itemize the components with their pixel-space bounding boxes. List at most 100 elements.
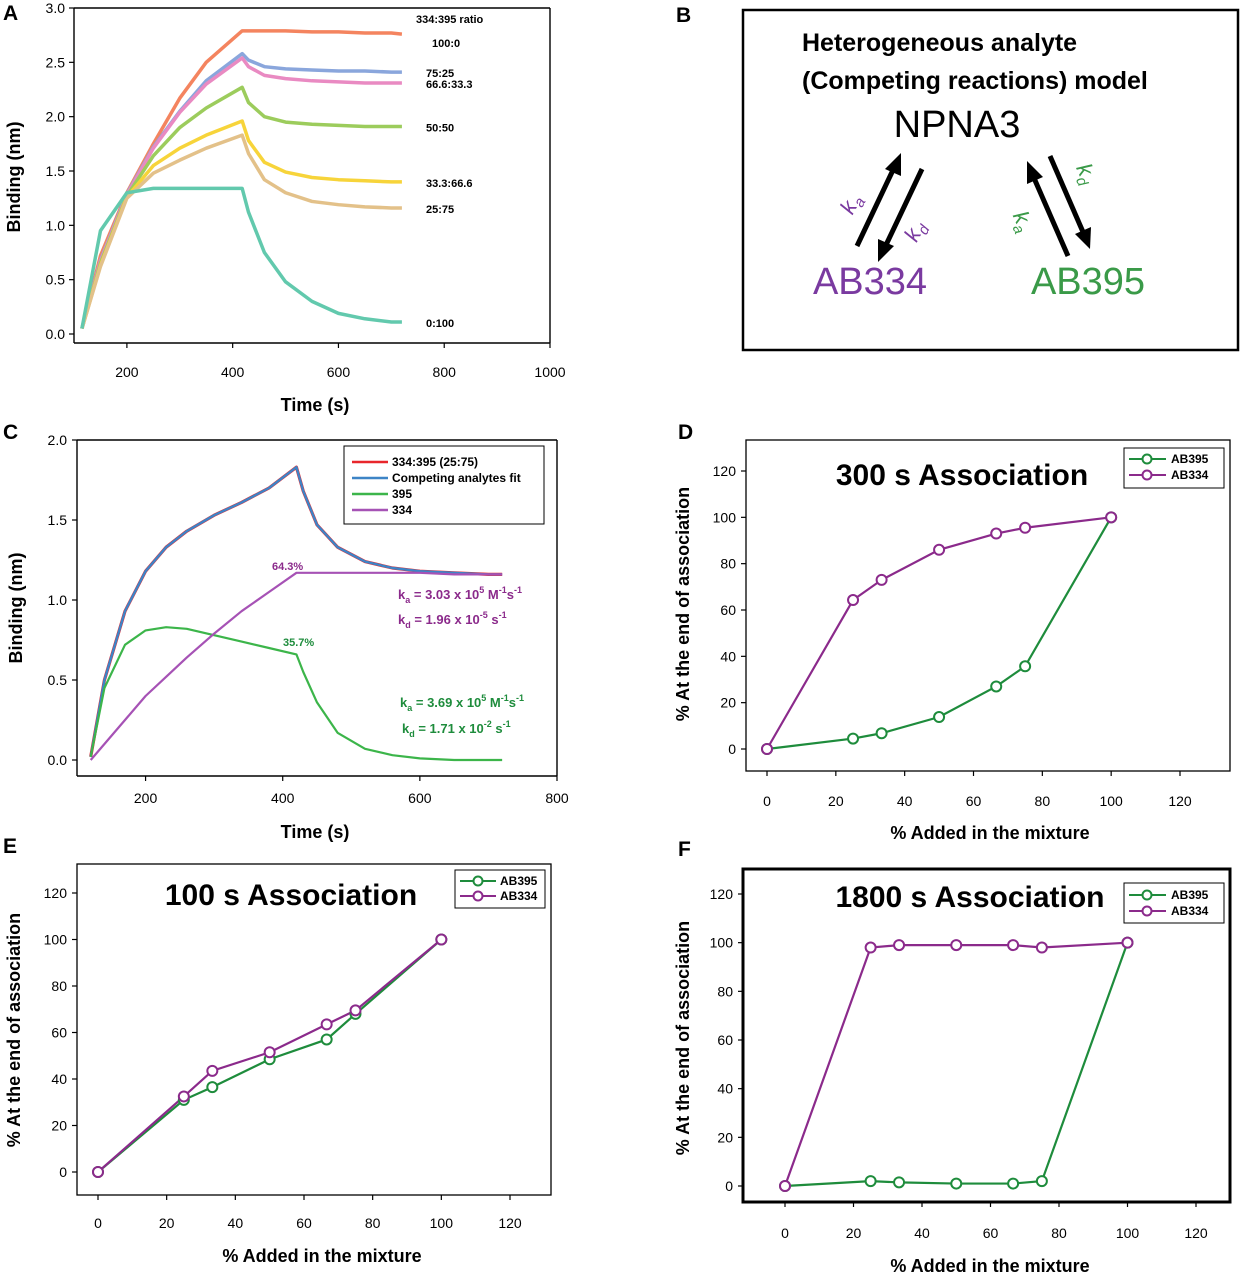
e-y-tick-label: 40: [51, 1071, 67, 1087]
ka334-sub: a: [405, 595, 411, 605]
panel-letter-a: A: [3, 2, 18, 25]
f-point-ab334: [1035, 941, 1048, 954]
d-point-ab395: [933, 711, 946, 724]
panel-a-x-ticks: 200 400 600 800 1000: [115, 343, 566, 380]
f-series-line-ab395: [784, 942, 1129, 1188]
panel-e-legend: AB395 AB334: [454, 869, 546, 909]
e-y-tick-label: 80: [51, 978, 67, 994]
f-y-tick-label: 0: [725, 1178, 733, 1194]
panel-e-xlabel: % Added in the mixture: [222, 1246, 421, 1266]
e-x-tick-label: 20: [159, 1215, 175, 1231]
panel-letter-b: B: [676, 4, 691, 27]
right-kd-label: kd: [1068, 159, 1103, 189]
series-line-395: [89, 626, 503, 762]
a-y-tick-label: 2.0: [46, 109, 66, 125]
ka395-exp: 5: [481, 693, 486, 703]
d-x-tick-label: 20: [828, 793, 844, 809]
f-x-tick-label: 0: [781, 1225, 789, 1241]
panel-d-legend: AB395 AB334: [1123, 447, 1225, 489]
kd334-s: s: [488, 612, 499, 627]
panel-f-plot: 0 20 40 60 80 100 120 0 20 40 60 80 100 120: [710, 886, 1208, 1241]
kd-334-text: kd = 1.96 x 10-5 s-1: [398, 610, 507, 630]
ratio-label-6: 25:75: [426, 204, 454, 216]
panel-a-series: [80, 29, 403, 330]
panel-f-xlabel: % Added in the mixture: [890, 1256, 1089, 1276]
panel-letter-e: E: [3, 835, 17, 858]
e-point-ab334: [177, 1090, 190, 1103]
panel-c-ylabel: Binding (nm): [6, 553, 26, 664]
panel-e: E 0 20 40 60 80 100 120 0 20 40 60 80 100 120 100 s A…: [3, 835, 552, 1266]
f-legend-marker-ab395: [1141, 889, 1153, 901]
ratio-label-1: 100:0: [432, 38, 460, 50]
d-x-tick-label: 0: [763, 793, 771, 809]
panel-f-legend: AB395 AB334: [1123, 882, 1225, 924]
kd334-sub: d: [405, 620, 411, 630]
legend-label-395: 395: [392, 487, 412, 501]
right-association-arrow: [1027, 161, 1071, 257]
f-point-ab395: [950, 1177, 963, 1190]
c-y-tick-label: 0.0: [48, 752, 68, 768]
f-legend-label-ab395: AB395: [1171, 888, 1209, 902]
a-x-tick-label: 200: [115, 364, 139, 380]
panel-c: C 0.0 0.5 1.0 1.5 2.0 200 400 600 800 334:395 (…: [3, 421, 569, 842]
model-title-line2: (Competing reactions) model: [802, 67, 1148, 95]
f-x-tick-label: 60: [983, 1225, 999, 1241]
panel-a-y-ticks: 0.0 0.5 1.0 1.5 2.0 2.5 3.0: [46, 0, 74, 342]
series-line-334: [89, 571, 503, 761]
f-x-tick-label: 40: [914, 1225, 930, 1241]
f-y-tick-label: 60: [717, 1032, 733, 1048]
d-point-ab395: [1019, 660, 1032, 673]
model-target-npna3: NPNA3: [894, 104, 1021, 146]
d-legend-marker-ab395: [1141, 453, 1153, 465]
ka395-unit-exp: -1: [501, 693, 509, 703]
d-point-ab334: [847, 594, 860, 607]
panel-f-title: 1800 s Association: [835, 881, 1104, 914]
a-y-tick-label: 2.5: [46, 54, 66, 70]
ka334-unit-exp: -1: [499, 585, 507, 595]
ratio-label-2: 75:25: [426, 68, 454, 80]
ka-395-text: ka = 3.69 x 105 M-1s-1: [400, 693, 524, 713]
ka395-unit: M: [486, 695, 500, 710]
a-y-tick-label: 3.0: [46, 0, 66, 16]
e-point-ab334: [92, 1166, 104, 1178]
ka395-s: s: [509, 695, 516, 710]
f-x-tick-label: 100: [1116, 1225, 1140, 1241]
panel-e-legend-box: [454, 869, 546, 909]
legend-label-mixture: 334:395 (25:75): [392, 455, 478, 469]
series-line-fit: [89, 466, 503, 758]
kd334-mid: = 1.96 x 10: [411, 612, 480, 627]
kd334-sym: k: [398, 612, 406, 627]
d-x-tick-label: 40: [897, 793, 913, 809]
d-x-tick-label: 60: [966, 793, 982, 809]
c-y-tick-label: 0.5: [48, 672, 68, 688]
e-x-tick-label: 80: [365, 1215, 381, 1231]
a-y-tick-label: 1.5: [46, 163, 66, 179]
ka-334-text: ka = 3.03 x 105 M-1s-1: [398, 585, 522, 605]
f-y-tick-label: 40: [717, 1081, 733, 1097]
d-point-ab334: [761, 743, 773, 755]
c-y-tick-label: 2.0: [48, 432, 68, 448]
e-y-tick-label: 20: [51, 1118, 67, 1134]
e-x-tick-label: 40: [228, 1215, 244, 1231]
legend-label-334: 334: [392, 503, 412, 517]
panel-c-series: [89, 465, 503, 762]
kd395-s-exp: -1: [503, 719, 511, 729]
f-point-ab334: [1007, 939, 1020, 952]
panel-d-frame: [745, 439, 1231, 772]
d-point-ab395: [847, 732, 860, 745]
f-point-ab334: [779, 1180, 791, 1192]
d-x-tick-label: 120: [1168, 793, 1192, 809]
panel-c-y-ticks: 0.0 0.5 1.0 1.5 2.0: [48, 432, 77, 768]
ratio-label-5: 33.3:66.6: [426, 178, 472, 190]
series-line-ratio-4: [80, 85, 402, 330]
kd395-sym: k: [402, 721, 410, 736]
e-legend-marker-ab334: [472, 890, 484, 902]
panel-d-ylabel: % At the end of association: [673, 487, 693, 721]
panel-f-frame: [741, 867, 1232, 1204]
c-y-tick-label: 1.5: [48, 512, 68, 528]
f-point-ab395: [1035, 1175, 1048, 1188]
f-x-tick-label: 20: [846, 1225, 862, 1241]
f-x-tick-label: 80: [1051, 1225, 1067, 1241]
